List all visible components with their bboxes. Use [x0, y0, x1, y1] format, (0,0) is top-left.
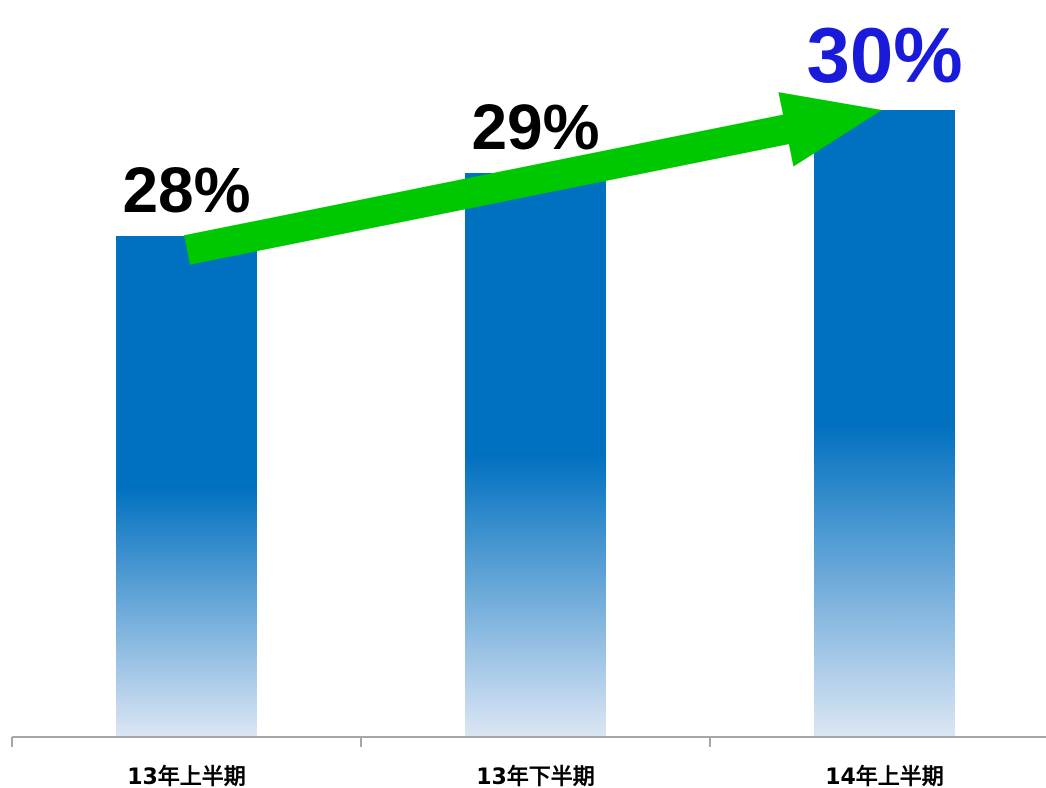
trend-arrow: [184, 92, 882, 265]
bar-0: [116, 236, 257, 737]
data-label-0: 28%: [122, 154, 250, 226]
trend-arrow-shape: [184, 92, 882, 265]
x-tick-label-2: 14年上半期: [825, 764, 944, 788]
x-axis: [11, 736, 1046, 747]
data-label-2: 30%: [806, 11, 962, 99]
x-tick-labels: 13年上半期 13年下半期 14年上半期: [127, 764, 944, 788]
bars-group: [116, 110, 955, 737]
x-tick-label-1: 13年下半期: [476, 764, 595, 788]
data-labels-group: 28% 29% 30%: [122, 11, 962, 226]
bar-1: [465, 173, 606, 737]
data-label-1: 29%: [471, 91, 599, 163]
bar-2: [814, 110, 955, 737]
x-tick-label-0: 13年上半期: [127, 764, 246, 788]
